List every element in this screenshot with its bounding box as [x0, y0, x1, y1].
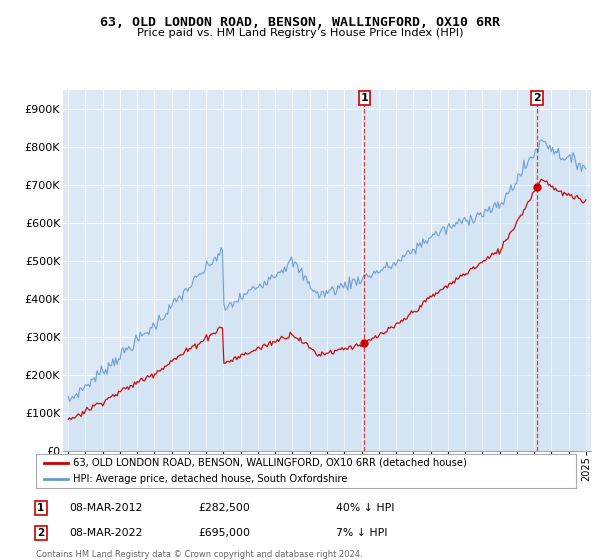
Text: Price paid vs. HM Land Registry’s House Price Index (HPI): Price paid vs. HM Land Registry’s House … — [137, 28, 463, 38]
Text: 7% ↓ HPI: 7% ↓ HPI — [336, 528, 388, 538]
Text: 40% ↓ HPI: 40% ↓ HPI — [336, 503, 395, 513]
Text: 2: 2 — [37, 528, 44, 538]
Text: 2: 2 — [533, 94, 541, 104]
Text: £695,000: £695,000 — [198, 528, 250, 538]
Text: 1: 1 — [361, 94, 368, 104]
Text: Contains HM Land Registry data © Crown copyright and database right 2024.
This d: Contains HM Land Registry data © Crown c… — [36, 550, 362, 560]
Text: 63, OLD LONDON ROAD, BENSON, WALLINGFORD, OX10 6RR (detached house): 63, OLD LONDON ROAD, BENSON, WALLINGFORD… — [73, 458, 467, 468]
Text: HPI: Average price, detached house, South Oxfordshire: HPI: Average price, detached house, Sout… — [73, 474, 347, 484]
Text: 63, OLD LONDON ROAD, BENSON, WALLINGFORD, OX10 6RR: 63, OLD LONDON ROAD, BENSON, WALLINGFORD… — [100, 16, 500, 29]
Text: 08-MAR-2022: 08-MAR-2022 — [69, 528, 142, 538]
Text: 08-MAR-2012: 08-MAR-2012 — [69, 503, 142, 513]
Text: 1: 1 — [37, 503, 44, 513]
Text: £282,500: £282,500 — [198, 503, 250, 513]
